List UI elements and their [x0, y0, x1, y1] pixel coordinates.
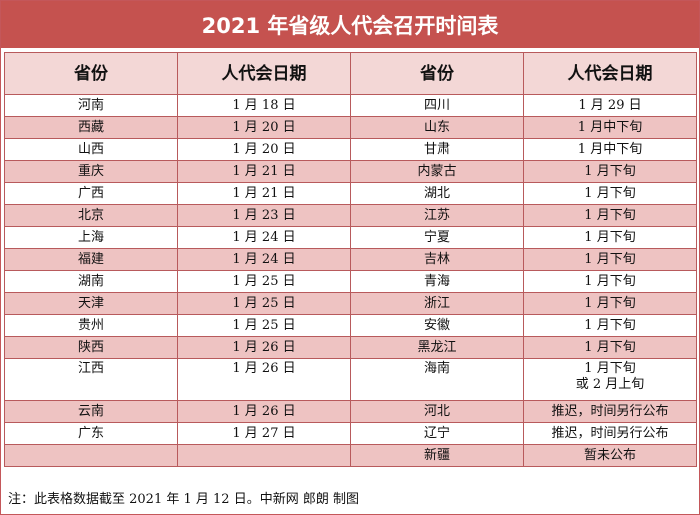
province-cell: 河北: [350, 400, 524, 423]
province-cell: 黑龙江: [350, 336, 524, 359]
province-cell: 西藏: [4, 116, 178, 139]
province-cell: 甘肃: [350, 138, 524, 161]
province-cell: 重庆: [4, 160, 178, 183]
date-cell: 推迟，时间另行公布: [523, 400, 697, 423]
province-cell: 贵州: [4, 314, 178, 337]
header-row: 省份 人代会日期 省份 人代会日期: [4, 52, 697, 95]
table-row: 江西 1 月 26 日海南 1 月下旬 或 2 月上旬: [4, 358, 697, 401]
page-title: 2021 年省级人代会召开时间表: [1, 1, 699, 48]
date-cell: 1 月 21 日: [177, 160, 351, 183]
date-cell: 暂未公布: [523, 444, 697, 467]
date-cell: 1 月 21 日: [177, 182, 351, 205]
date-cell: 1 月 24 日: [177, 248, 351, 271]
schedule-table: 省份 人代会日期 省份 人代会日期 河南 1 月 18 日四川 1 月 29 日西藏…: [4, 52, 697, 467]
province-cell: 湖南: [4, 270, 178, 293]
date-cell: 1 月下旬: [523, 336, 697, 359]
date-cell: 1 月 25 日: [177, 314, 351, 337]
table-row: 西藏 1 月 20 日山东 1 月中下旬: [4, 116, 697, 139]
province-cell: 广西: [4, 182, 178, 205]
province-cell: 四川: [350, 94, 524, 117]
table-row: 福建 1 月 24 日吉林 1 月下旬: [4, 248, 697, 271]
header-date-1: 人代会日期: [177, 52, 351, 95]
province-cell: 北京: [4, 204, 178, 227]
province-cell: 湖北: [350, 182, 524, 205]
table-row: 山西 1 月 20 日甘肃 1 月中下旬: [4, 138, 697, 161]
date-cell: 1 月下旬: [523, 204, 697, 227]
date-cell: 1 月 23 日: [177, 204, 351, 227]
date-cell: 1 月 27 日: [177, 422, 351, 445]
table-row: 广东 1 月 27 日辽宁 推迟，时间另行公布: [4, 422, 697, 445]
date-cell: 推迟，时间另行公布: [523, 422, 697, 445]
province-cell: 天津: [4, 292, 178, 315]
table-row: 上海 1 月 24 日宁夏 1 月下旬: [4, 226, 697, 249]
footnote: 注：此表格数据截至 2021 年 1 月 12 日。中新网 郎朗 制图: [8, 492, 359, 507]
table-row: 云南 1 月 26 日河北 推迟，时间另行公布: [4, 400, 697, 423]
table-row: 重庆 1 月 21 日内蒙古 1 月下旬: [4, 160, 697, 183]
province-cell: 辽宁: [350, 422, 524, 445]
province-cell: 新疆: [350, 444, 524, 467]
table-row: 北京 1 月 23 日江苏 1 月下旬: [4, 204, 697, 227]
table-row: 天津 1 月 25 日浙江 1 月下旬: [4, 292, 697, 315]
date-cell: 1 月 26 日: [177, 400, 351, 423]
header-province-2: 省份: [350, 52, 524, 95]
date-cell: 1 月 20 日: [177, 116, 351, 139]
province-cell: 吉林: [350, 248, 524, 271]
header-province-1: 省份: [4, 52, 178, 95]
table-row: 新疆 暂未公布: [4, 444, 697, 467]
date-cell: 1 月下旬: [523, 182, 697, 205]
date-cell: [177, 444, 351, 467]
table-row: 河南 1 月 18 日四川 1 月 29 日: [4, 94, 697, 117]
province-cell: 福建: [4, 248, 178, 271]
date-cell: 1 月下旬 或 2 月上旬: [523, 358, 697, 401]
date-cell: 1 月 25 日: [177, 292, 351, 315]
province-cell: 云南: [4, 400, 178, 423]
table-row: 陕西 1 月 26 日黑龙江 1 月下旬: [4, 336, 697, 359]
date-cell: 1 月 26 日: [177, 358, 351, 401]
date-cell: 1 月 20 日: [177, 138, 351, 161]
date-cell: 1 月 18 日: [177, 94, 351, 117]
province-cell: 山东: [350, 116, 524, 139]
province-cell: [4, 444, 178, 467]
province-cell: 宁夏: [350, 226, 524, 249]
province-cell: 江苏: [350, 204, 524, 227]
date-cell: 1 月下旬: [523, 314, 697, 337]
province-cell: 青海: [350, 270, 524, 293]
province-cell: 海南: [350, 358, 524, 401]
date-cell: 1 月下旬: [523, 248, 697, 271]
province-cell: 河南: [4, 94, 178, 117]
date-cell: 1 月 24 日: [177, 226, 351, 249]
date-cell: 1 月下旬: [523, 160, 697, 183]
province-cell: 陕西: [4, 336, 178, 359]
province-cell: 上海: [4, 226, 178, 249]
date-cell: 1 月中下旬: [523, 116, 697, 139]
date-cell: 1 月下旬: [523, 270, 697, 293]
province-cell: 安徽: [350, 314, 524, 337]
province-cell: 广东: [4, 422, 178, 445]
table-row: 贵州 1 月 25 日安徽 1 月下旬: [4, 314, 697, 337]
header-date-2: 人代会日期: [523, 52, 697, 95]
date-cell: 1 月 29 日: [523, 94, 697, 117]
date-cell: 1 月 26 日: [177, 336, 351, 359]
date-cell: 1 月 25 日: [177, 270, 351, 293]
province-cell: 内蒙古: [350, 160, 524, 183]
table-body: 河南 1 月 18 日四川 1 月 29 日西藏 1 月 20 日山东 1 月中下旬 山西…: [4, 94, 697, 467]
province-cell: 山西: [4, 138, 178, 161]
date-cell: 1 月下旬: [523, 226, 697, 249]
table-row: 湖南 1 月 25 日青海 1 月下旬: [4, 270, 697, 293]
table-row: 广西 1 月 21 日湖北 1 月下旬: [4, 182, 697, 205]
date-cell: 1 月中下旬: [523, 138, 697, 161]
province-cell: 江西: [4, 358, 178, 401]
province-cell: 浙江: [350, 292, 524, 315]
date-cell: 1 月下旬: [523, 292, 697, 315]
